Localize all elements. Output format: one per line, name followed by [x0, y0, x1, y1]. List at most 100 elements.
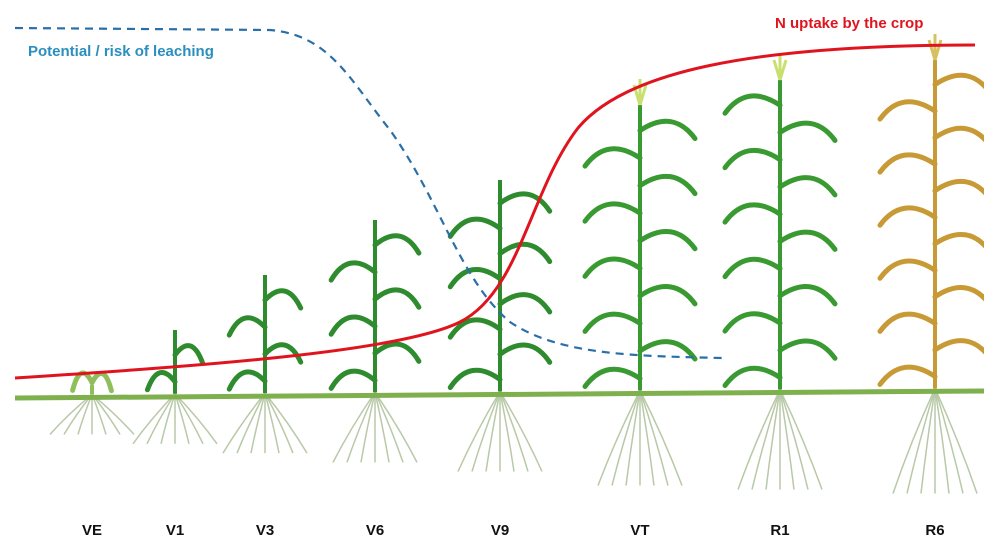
root — [265, 393, 307, 453]
leaf — [725, 314, 780, 331]
root — [780, 390, 808, 490]
leaf — [725, 368, 780, 385]
stage-label: V3 — [256, 522, 274, 539]
leaf — [147, 372, 175, 389]
leaf — [880, 155, 935, 172]
root — [175, 394, 217, 444]
root — [237, 393, 265, 453]
root — [375, 392, 417, 462]
leaf — [640, 287, 695, 304]
root — [64, 394, 92, 434]
leaf — [640, 231, 695, 248]
leaf — [585, 259, 640, 276]
leaf — [375, 344, 419, 361]
stage-label: V9 — [491, 522, 509, 539]
leaf — [585, 369, 640, 386]
leaf — [640, 121, 695, 138]
root — [907, 388, 935, 493]
root — [500, 392, 542, 472]
leaf — [450, 269, 500, 286]
leaf — [725, 259, 780, 276]
root — [738, 390, 780, 490]
page: {"curves": [{"label": "Potential / risk … — [0, 0, 984, 543]
leaf — [780, 232, 835, 249]
tassel — [634, 79, 646, 105]
stage-labels: VE V1 V3 V6 V9 VT R1 R6 — [82, 522, 945, 539]
root — [780, 390, 822, 490]
root — [175, 394, 203, 444]
leaf — [331, 263, 375, 280]
leaf — [780, 341, 835, 358]
leaf — [780, 123, 835, 140]
root — [92, 394, 120, 434]
tassel — [774, 54, 786, 80]
root — [640, 391, 668, 486]
leaf — [500, 295, 550, 312]
ground-line — [15, 391, 984, 398]
leaf — [500, 194, 550, 211]
leaf — [935, 128, 984, 145]
leaf — [500, 244, 550, 261]
leaf — [640, 176, 695, 193]
leaf — [265, 291, 301, 308]
leaf — [935, 181, 984, 198]
root — [375, 392, 403, 462]
root — [752, 390, 780, 490]
leaf — [880, 102, 935, 119]
root — [133, 394, 175, 444]
leaf — [585, 204, 640, 221]
leaf — [450, 370, 500, 387]
leaf — [880, 261, 935, 278]
stage-label: V6 — [366, 522, 384, 539]
leaf — [500, 345, 550, 362]
root — [147, 394, 175, 444]
leaf — [880, 208, 935, 225]
leaf — [175, 346, 203, 363]
leaf — [725, 150, 780, 167]
roots — [50, 388, 977, 493]
leaf — [450, 219, 500, 236]
leaf — [780, 178, 835, 195]
leaf — [585, 149, 640, 166]
leaf — [935, 341, 984, 358]
leaching-label: Potential / risk of leaching — [28, 43, 214, 60]
leaf — [331, 317, 375, 334]
leaf — [229, 318, 265, 335]
leaf — [375, 290, 419, 307]
leaf — [725, 205, 780, 222]
stage-label: V1 — [166, 522, 184, 539]
tassel — [929, 34, 941, 60]
leaf — [585, 314, 640, 331]
root — [935, 388, 977, 493]
root — [223, 393, 265, 453]
root — [640, 391, 682, 486]
root — [50, 394, 92, 434]
leaf — [725, 96, 780, 113]
plants — [73, 34, 984, 394]
root — [92, 394, 134, 434]
stage-label: R1 — [770, 522, 789, 539]
root — [458, 392, 500, 472]
root — [612, 391, 640, 486]
root — [472, 392, 500, 472]
uptake-label: N uptake by the crop — [775, 15, 923, 32]
leaf — [880, 314, 935, 331]
root — [265, 393, 293, 453]
diagram: Potential / risk of leaching N uptake by… — [0, 0, 984, 543]
stage-label: VT — [630, 522, 649, 539]
leaf — [229, 372, 265, 389]
root — [598, 391, 640, 486]
root — [500, 392, 528, 472]
leaf — [935, 75, 984, 92]
leaf — [780, 287, 835, 304]
leaf — [73, 373, 92, 390]
leaching-curve — [15, 28, 722, 358]
root — [935, 388, 963, 493]
leaf — [92, 373, 111, 390]
root — [347, 392, 375, 462]
stage-label: R6 — [925, 522, 944, 539]
leaf — [331, 371, 375, 388]
leaf — [880, 367, 935, 384]
root — [893, 388, 935, 493]
stage-label: VE — [82, 522, 102, 539]
